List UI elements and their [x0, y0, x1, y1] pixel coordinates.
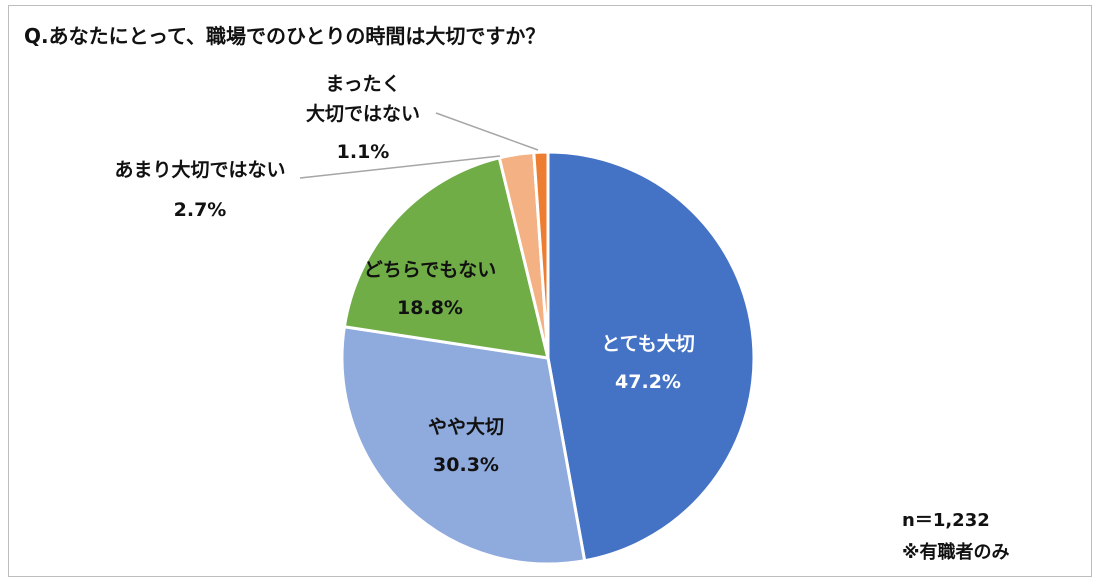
chart-title: Q.あなたにとって、職場でのひとりの時間は大切ですか？: [24, 24, 546, 48]
pie-slice-5: [532, 150, 550, 360]
slice-value-label-4: 2.7%: [174, 199, 227, 221]
pie-slice-1: [546, 150, 756, 563]
pie-slice-3: [342, 156, 550, 360]
leader-line-5: [435, 112, 539, 151]
pie-slice-2: [340, 325, 587, 566]
slice-category-label-1: とても大切: [601, 332, 694, 355]
leader-line-4: [299, 155, 501, 179]
slice-value-label-1: 47.2%: [615, 371, 681, 393]
slice-value-label-3: 18.8%: [397, 297, 463, 319]
slice-category-label-3: どちらでもない: [364, 259, 496, 281]
population-note: ※有職者のみ: [902, 542, 1010, 563]
slice-category-label-4: あまり大切ではない: [114, 158, 285, 181]
slice-category-label-line-2-5: 大切ではない: [306, 102, 420, 125]
slice-value-label-2: 30.3%: [433, 454, 499, 476]
slice-category-label-2: やや大切: [428, 415, 504, 438]
slice-category-label-line-1-5: まったく: [325, 73, 400, 95]
sample-size-note: n＝1,232: [902, 510, 990, 531]
slice-value-label-5: 1.1%: [337, 141, 390, 163]
